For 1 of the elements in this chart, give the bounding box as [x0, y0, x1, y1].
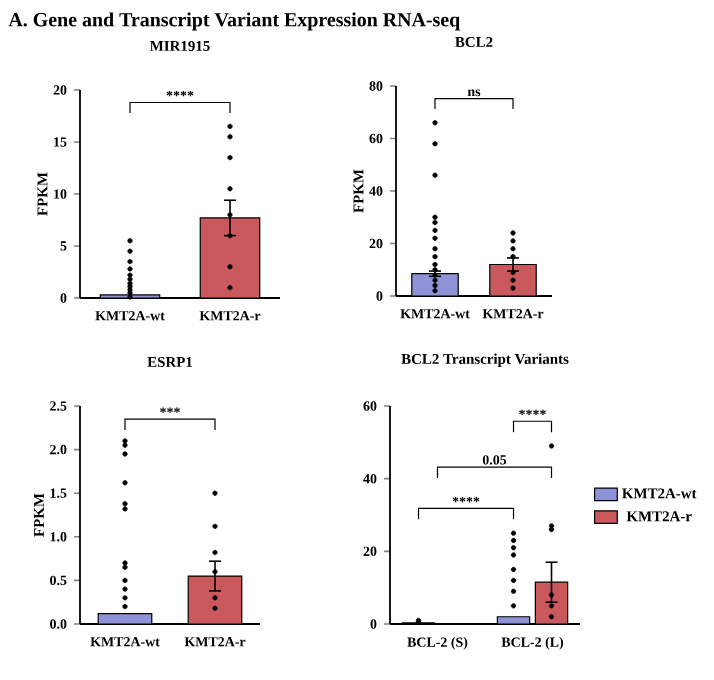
text: A. Gene and Transcript Variant Expression RNA-seq	[8, 12, 461, 31]
